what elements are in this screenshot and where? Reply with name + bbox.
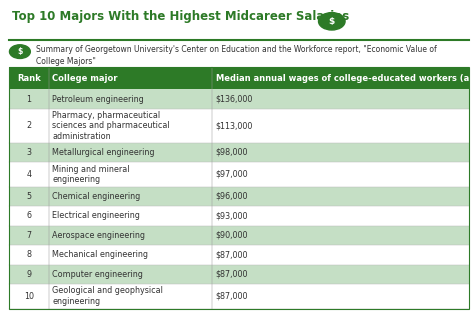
Text: $90,000: $90,000 xyxy=(216,231,248,240)
Text: 3: 3 xyxy=(27,148,31,157)
Bar xyxy=(9,225,469,245)
Bar xyxy=(9,245,469,265)
Text: $: $ xyxy=(17,47,23,56)
Text: $136,000: $136,000 xyxy=(216,95,253,104)
Text: $96,000: $96,000 xyxy=(216,192,248,201)
Bar xyxy=(9,187,469,206)
Bar xyxy=(9,89,469,109)
Text: $87,000: $87,000 xyxy=(216,292,248,301)
Text: Aerospace engineering: Aerospace engineering xyxy=(52,231,146,240)
Text: Metallurgical engineering: Metallurgical engineering xyxy=(52,148,155,157)
Text: $87,000: $87,000 xyxy=(216,250,248,259)
Bar xyxy=(9,284,469,309)
Text: 2: 2 xyxy=(27,121,32,130)
Text: 10: 10 xyxy=(24,292,34,301)
Text: $98,000: $98,000 xyxy=(216,148,248,157)
Text: Pharmacy, pharmaceutical
sciences and pharmaceutical
administration: Pharmacy, pharmaceutical sciences and ph… xyxy=(52,110,170,141)
Text: Median annual wages of college-educated workers (ages 25 -59): Median annual wages of college-educated … xyxy=(216,74,474,83)
Circle shape xyxy=(9,45,30,58)
Bar xyxy=(9,206,469,225)
Text: College major: College major xyxy=(52,74,118,83)
Text: $87,000: $87,000 xyxy=(216,270,248,279)
Bar xyxy=(9,109,469,143)
Text: 7: 7 xyxy=(27,231,32,240)
Text: 9: 9 xyxy=(27,270,32,279)
Text: Rank: Rank xyxy=(17,74,41,83)
Text: Mechanical engineering: Mechanical engineering xyxy=(52,250,148,259)
Text: $93,000: $93,000 xyxy=(216,211,248,220)
Text: $: $ xyxy=(328,17,335,26)
Bar xyxy=(9,265,469,284)
Circle shape xyxy=(319,12,345,30)
Text: Summary of Georgetown University's Center on Education and the Workforce report,: Summary of Georgetown University's Cente… xyxy=(36,45,436,66)
Text: 1: 1 xyxy=(27,95,31,104)
Text: $97,000: $97,000 xyxy=(216,170,248,179)
Text: Petroleum engineering: Petroleum engineering xyxy=(52,95,144,104)
Text: 6: 6 xyxy=(27,211,31,220)
Text: Geological and geophysical
engineering: Geological and geophysical engineering xyxy=(52,286,163,306)
Text: 5: 5 xyxy=(27,192,32,201)
Text: Top 10 Majors With the Highest Midcareer Salaries: Top 10 Majors With the Highest Midcareer… xyxy=(12,10,349,23)
Bar xyxy=(9,162,469,187)
Text: Computer engineering: Computer engineering xyxy=(52,270,143,279)
Text: Electrical engineering: Electrical engineering xyxy=(52,211,140,220)
Bar xyxy=(9,67,469,89)
Text: 8: 8 xyxy=(27,250,31,259)
Text: 4: 4 xyxy=(27,170,31,179)
Text: $113,000: $113,000 xyxy=(216,121,253,130)
Bar xyxy=(9,143,469,162)
Text: Mining and mineral
engineering: Mining and mineral engineering xyxy=(52,165,130,184)
Text: Chemical engineering: Chemical engineering xyxy=(52,192,141,201)
Bar xyxy=(9,67,469,309)
Bar xyxy=(9,8,469,38)
